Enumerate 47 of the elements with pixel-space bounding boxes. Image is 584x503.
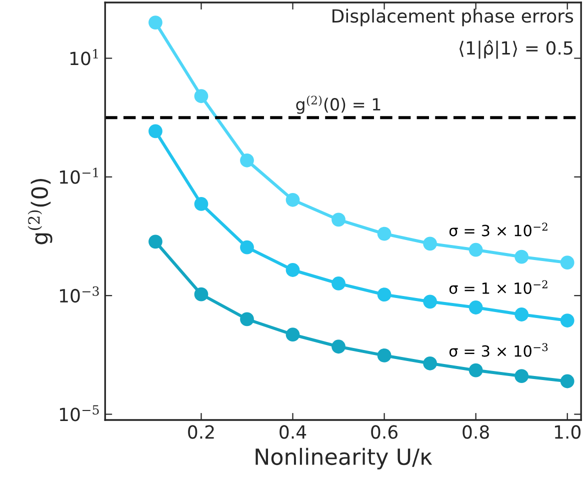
point bbox=[240, 312, 254, 326]
point bbox=[514, 369, 529, 384]
point bbox=[286, 263, 300, 277]
series-label: σ = 1 × 10$^{−2}$ bbox=[449, 280, 548, 294]
point bbox=[560, 374, 574, 388]
point bbox=[377, 226, 392, 241]
point bbox=[240, 153, 254, 168]
x-tick-label: 0.2 bbox=[188, 425, 214, 439]
point bbox=[194, 89, 208, 104]
point bbox=[468, 300, 483, 314]
point bbox=[377, 288, 392, 302]
point bbox=[560, 256, 574, 270]
point bbox=[148, 16, 162, 30]
ref-line-label: g$^{(2)}$(0) = 1 bbox=[296, 95, 380, 114]
y-tick-label: 10$^{−1}$ bbox=[60, 168, 98, 184]
x-tick-label: 0.4 bbox=[280, 425, 306, 439]
series-label: σ = 3 × 10$^{−3}$ bbox=[449, 343, 548, 357]
x-tick-label: 1.0 bbox=[554, 425, 581, 439]
annotation: ⟨1|ρ̂|1⟩ = 0.5 bbox=[460, 40, 572, 59]
point bbox=[514, 308, 529, 322]
y-axis-title: g$^{(2)}$(0) bbox=[28, 178, 52, 244]
x-tick-label: 0.6 bbox=[371, 425, 398, 439]
series-label: σ = 3 × 10$^{−2}$ bbox=[449, 222, 548, 236]
point bbox=[377, 348, 392, 362]
x-axis-title: Nonlinearity U/κ bbox=[256, 448, 432, 470]
point bbox=[332, 212, 346, 227]
point bbox=[468, 363, 483, 378]
point bbox=[148, 124, 162, 138]
point bbox=[194, 197, 208, 211]
point bbox=[332, 340, 346, 354]
point bbox=[423, 356, 437, 370]
point bbox=[286, 192, 300, 207]
point bbox=[286, 328, 300, 342]
point bbox=[560, 314, 574, 328]
y-tick-label: 10$^{−5}$ bbox=[60, 405, 99, 422]
y-tick-label: 10$^{−3}$ bbox=[60, 286, 99, 303]
point bbox=[514, 250, 529, 264]
point bbox=[423, 236, 437, 251]
point bbox=[332, 276, 346, 290]
point bbox=[423, 294, 437, 309]
point bbox=[468, 242, 483, 257]
point bbox=[148, 234, 162, 249]
y-tick-label: 10$^{1}$ bbox=[70, 49, 98, 66]
point bbox=[194, 287, 208, 302]
point bbox=[240, 240, 254, 254]
x-tick-label: 0.8 bbox=[462, 425, 489, 439]
annotation: Displacement phase errors bbox=[332, 8, 574, 26]
